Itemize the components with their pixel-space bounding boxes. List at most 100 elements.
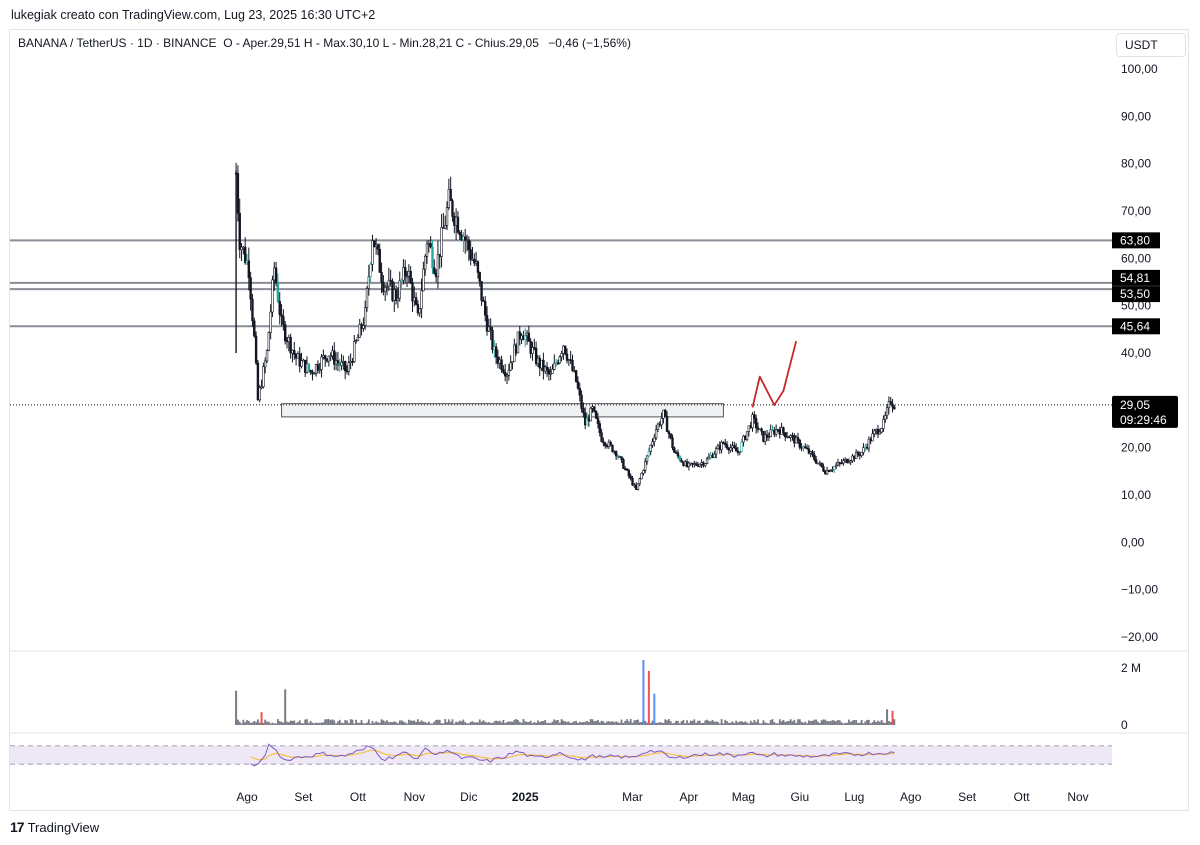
candle xyxy=(722,441,725,445)
volume-bar xyxy=(349,719,352,725)
candle xyxy=(400,278,403,291)
candle-body xyxy=(371,240,374,265)
volume-bar xyxy=(678,723,681,725)
candle-body xyxy=(678,455,681,461)
volume-bar xyxy=(373,722,376,725)
candle xyxy=(333,342,336,371)
candle-body xyxy=(645,455,649,462)
candle xyxy=(645,455,649,465)
volume-bar xyxy=(840,722,843,725)
candle xyxy=(556,359,560,366)
candle-body xyxy=(320,356,323,370)
volume-bar xyxy=(324,719,327,725)
candle xyxy=(885,404,889,420)
volume-bar xyxy=(618,722,621,725)
candle-body xyxy=(409,271,412,284)
candle-body xyxy=(745,431,749,440)
volume-bar xyxy=(811,720,814,725)
volume-bar xyxy=(611,721,614,725)
candle-body xyxy=(571,360,574,371)
candle-body xyxy=(784,432,787,438)
volume-spike xyxy=(647,670,650,725)
candle xyxy=(854,449,858,460)
volume-bar xyxy=(722,723,725,725)
candle xyxy=(300,352,303,369)
candle xyxy=(240,243,243,262)
candle-body xyxy=(553,362,556,370)
volume-bar xyxy=(386,720,388,725)
candle-body xyxy=(542,359,545,372)
candle-body xyxy=(431,246,434,269)
candle xyxy=(278,292,281,325)
candle xyxy=(705,456,709,465)
candle-body xyxy=(545,366,549,371)
volume-bar xyxy=(407,719,410,725)
candle-body xyxy=(611,444,614,452)
volume-bar xyxy=(857,722,859,725)
candle xyxy=(405,270,409,288)
candle-body xyxy=(656,423,660,430)
candle xyxy=(600,428,603,443)
volume-bar xyxy=(538,721,541,725)
volume-bar xyxy=(497,721,499,725)
volume-bar xyxy=(602,721,605,725)
candle xyxy=(856,450,860,457)
candle xyxy=(480,281,483,306)
candle xyxy=(733,441,736,449)
volume-bar xyxy=(644,720,647,725)
candle-body xyxy=(887,401,891,409)
candle xyxy=(320,353,323,378)
volume-bar xyxy=(600,720,603,725)
symbol-name[interactable]: BANANA / TetherUS · 1D · BINANCE xyxy=(18,36,217,50)
candle-body xyxy=(734,447,738,452)
volume-bar xyxy=(326,719,328,725)
candle xyxy=(340,353,343,371)
candle-body xyxy=(880,428,883,433)
candle-body xyxy=(705,458,709,464)
candle-body xyxy=(620,456,623,460)
candle-body xyxy=(814,459,818,464)
candle xyxy=(745,431,749,442)
candle-body xyxy=(631,477,634,486)
currency-button[interactable]: USDT xyxy=(1116,33,1186,57)
volume-bar xyxy=(455,721,458,725)
candle xyxy=(505,373,509,384)
candle xyxy=(260,379,263,390)
projection-drawing[interactable] xyxy=(751,340,798,408)
candle-body xyxy=(507,369,511,376)
volume-bar xyxy=(433,721,436,725)
volume-bar xyxy=(431,723,434,725)
volume-bar xyxy=(526,721,528,725)
candle xyxy=(829,469,832,473)
volume-bar xyxy=(724,719,727,725)
volume-bar xyxy=(860,719,863,725)
candle-body xyxy=(704,463,707,466)
candle-body xyxy=(669,433,672,438)
candle-body xyxy=(833,466,836,470)
candle-body xyxy=(720,442,723,451)
candle-body xyxy=(878,431,881,435)
candle xyxy=(614,450,618,461)
price-axis-label: 40,00 xyxy=(1121,346,1151,360)
volume-bar xyxy=(329,720,332,725)
volume-bar xyxy=(286,721,288,725)
volume-bar xyxy=(304,719,307,725)
candle-body xyxy=(354,340,358,343)
candle-body xyxy=(243,246,247,263)
volume-bar xyxy=(527,721,530,725)
volume-bar xyxy=(871,722,874,725)
volume-bar xyxy=(404,722,407,725)
volume-bar xyxy=(866,719,868,725)
candle-body xyxy=(885,407,889,416)
candle-body xyxy=(556,362,560,365)
candle-body xyxy=(436,254,440,278)
support-zone[interactable] xyxy=(281,403,724,418)
candle xyxy=(564,345,567,356)
volume-spike xyxy=(235,690,238,725)
volume-bar xyxy=(271,722,274,725)
candle-body xyxy=(491,329,494,350)
volume-bar xyxy=(467,723,470,725)
candle-body xyxy=(440,227,443,257)
volume-bar xyxy=(586,720,588,725)
